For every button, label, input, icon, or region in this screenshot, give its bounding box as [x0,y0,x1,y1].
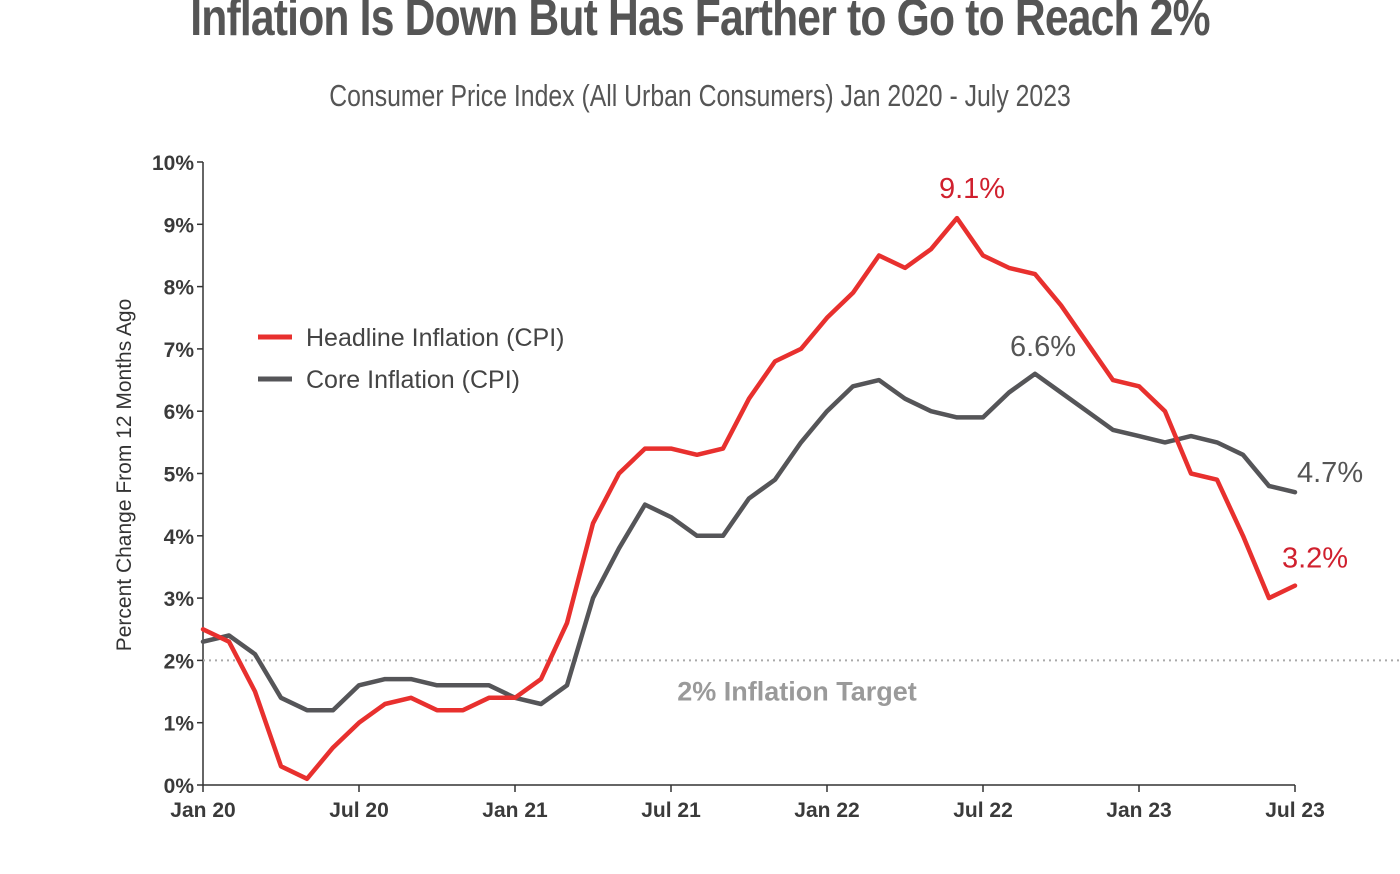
y-tick-label: 4% [164,526,195,549]
x-tick-label: Jan 20 [170,799,235,822]
chart-axes: 0% 1% 2% 3% 4% 5% 6% 7% 8% 9% 10% Jan 20 Jul 20 Jan 2… [152,152,1325,822]
y-tick-label: 3% [164,588,195,611]
y-tick-label: 8% [164,277,195,300]
series-group [200,215,1298,782]
data-label: 3.2% [1282,543,1348,575]
series-line [200,371,1298,713]
x-tick-label: Jul 21 [641,799,701,822]
y-tick-label: 0% [164,775,195,798]
annotations-group: 9.1% 6.6% 4.7% 3.2% [939,173,1363,575]
y-axis-label: Percent Change From 12 Months Ago [113,299,136,652]
data-label: 9.1% [939,173,1005,205]
legend: Headline Inflation (CPI) Core Inflation (… [258,324,564,394]
chart-title: Inflation Is Down But Has Farther to Go … [190,0,1210,47]
target-label: 2% Inflation Target [677,676,917,706]
x-tick-label: Jul 23 [1265,799,1325,822]
x-tick-label: Jan 21 [482,799,548,822]
data-label: 4.7% [1297,457,1363,489]
y-tick-label: 10% [152,152,194,175]
data-label: 6.6% [1010,331,1076,363]
x-tick-label: Jul 22 [953,799,1013,822]
y-tick-label: 7% [164,339,195,362]
x-tick-label: Jan 23 [1106,799,1171,822]
series-line [200,215,1298,782]
y-tick-label: 5% [164,464,195,487]
legend-label: Headline Inflation (CPI) [306,324,564,352]
x-tick-label: Jan 22 [794,799,859,822]
chart-subtitle: Consumer Price Index (All Urban Consumer… [329,78,1071,113]
y-tick-label: 6% [164,401,195,424]
target-line-group: 2% Inflation Target [203,659,1400,706]
y-tick-label: 2% [164,650,195,673]
y-tick-label: 9% [164,214,195,237]
legend-label: Core Inflation (CPI) [306,366,520,394]
y-tick-label: 1% [164,713,195,736]
x-tick-label: Jul 20 [329,799,389,822]
